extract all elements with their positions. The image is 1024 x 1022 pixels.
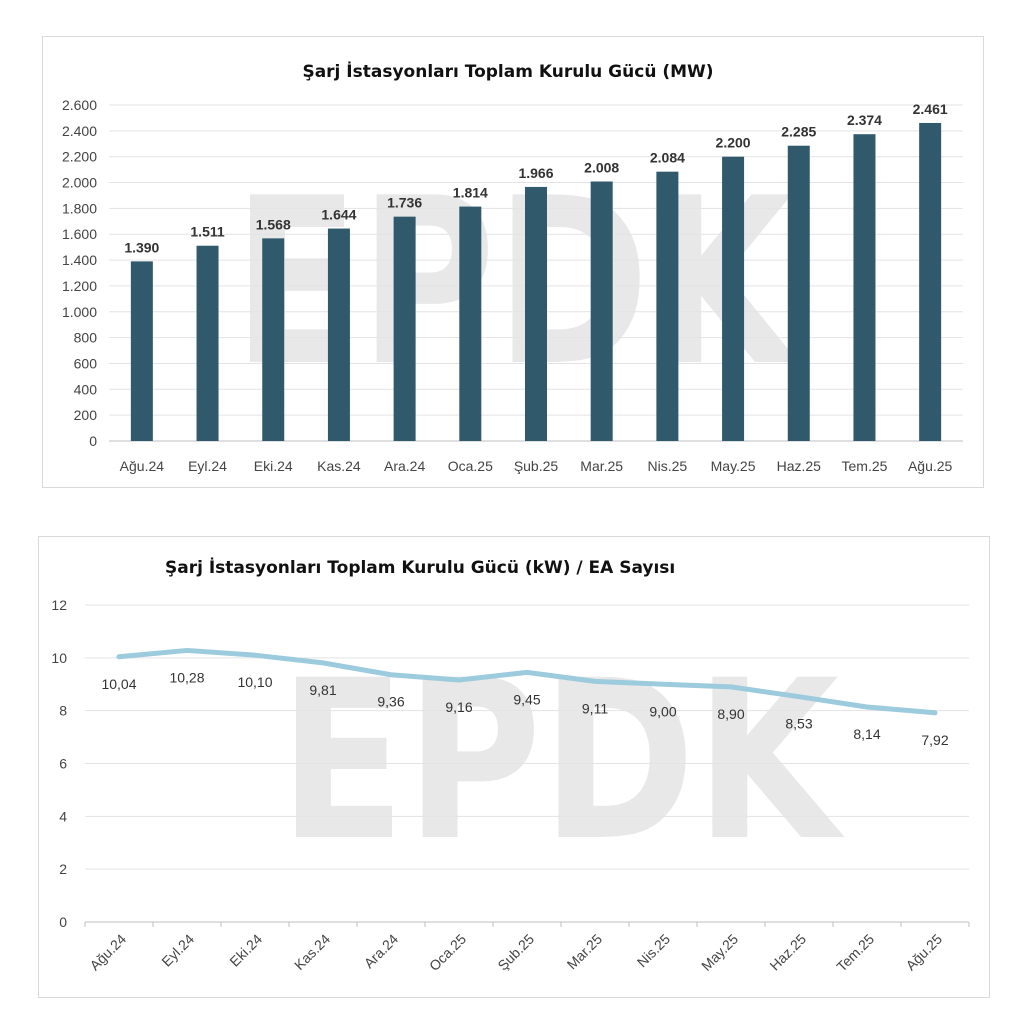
x-category-label: Nis.25 — [648, 458, 688, 474]
bar-chart: EPDK 1.390 1.511 1.568 1.644 1.736 1.814 1.966… — [62, 60, 963, 474]
y-tick-label: 0 — [89, 433, 97, 449]
x-category-label: Eki.24 — [226, 931, 265, 970]
y-tick-label: 600 — [74, 355, 98, 371]
bar — [393, 216, 416, 441]
x-category-label: Tem.25 — [842, 458, 888, 474]
x-category-label: Ağu.25 — [902, 931, 945, 974]
bar — [919, 122, 942, 441]
data-label: 1.568 — [256, 216, 291, 232]
data-label: 1.644 — [321, 207, 356, 223]
data-label: 2.285 — [781, 124, 816, 140]
x-category-label: Şub.25 — [494, 931, 537, 974]
bar — [525, 186, 547, 441]
series-line — [116, 647, 938, 716]
line-chart: EPDK 10,04 10,28 10,10 9,819,36 9,16 9,459,11… — [51, 556, 970, 975]
y-tick-label: 0 — [59, 914, 67, 930]
bar — [459, 206, 482, 441]
x-category-label: May.25 — [698, 931, 741, 974]
y-tick-label: 2.600 — [62, 97, 97, 113]
bar — [590, 181, 613, 441]
x-category-label: Oca.25 — [426, 931, 469, 974]
data-label: 8,14 — [853, 726, 880, 742]
data-label: 9,36 — [377, 694, 404, 710]
data-label: 2.374 — [847, 112, 882, 128]
data-label: 2.461 — [913, 101, 948, 117]
y-tick-label: 800 — [74, 330, 98, 346]
y-tick-label: 400 — [74, 381, 98, 397]
data-label: 2.008 — [584, 160, 619, 176]
x-category-label: Ara.24 — [384, 458, 425, 474]
data-label: 1.511 — [190, 224, 224, 240]
y-tick-label: 2.200 — [62, 149, 97, 165]
x-category-label: Mar.25 — [564, 931, 606, 973]
data-label: 10,10 — [237, 674, 272, 690]
y-tick-label: 8 — [59, 703, 67, 719]
data-label: 9,16 — [445, 699, 472, 715]
bar — [656, 171, 679, 441]
y-tick-label: 12 — [51, 597, 67, 613]
bar — [130, 261, 153, 441]
x-category-label: Haz.25 — [777, 458, 822, 474]
y-tick-label: 4 — [59, 808, 67, 824]
data-label: 10,04 — [101, 676, 136, 692]
bar — [853, 134, 876, 441]
y-tick-label: 2.000 — [62, 175, 97, 191]
bar — [327, 228, 350, 441]
bar-chart-title: Şarj İstasyonları Toplam Kurulu Gücü (MW… — [302, 60, 713, 82]
x-category-label: Nis.25 — [634, 931, 674, 971]
x-category-label: Kas.24 — [317, 458, 361, 474]
x-category-label: Eyl.24 — [188, 458, 227, 474]
y-tick-label: 2.400 — [62, 123, 97, 139]
bar — [787, 145, 810, 441]
x-category-label: May.25 — [711, 458, 756, 474]
data-label: 1.390 — [124, 239, 159, 255]
data-label: 9,81 — [309, 682, 336, 698]
bar — [262, 238, 285, 441]
x-category-label: Mar.25 — [580, 458, 623, 474]
x-category-label: Ağu.24 — [120, 458, 165, 474]
line-chart-title: Şarj İstasyonları Toplam Kurulu Gücü (kW… — [165, 556, 675, 578]
y-tick-label: 200 — [74, 407, 98, 423]
x-category-label: Ağu.25 — [908, 458, 953, 474]
x-category-label: Ara.24 — [361, 931, 402, 972]
y-tick-label: 1.600 — [62, 226, 97, 242]
data-label: 2.200 — [716, 135, 751, 151]
data-label: 9,45 — [513, 691, 540, 707]
y-tick-label: 1.000 — [62, 304, 97, 320]
watermark-text: EPDK — [233, 150, 799, 417]
data-label: 1.814 — [453, 185, 488, 201]
data-label: 2.084 — [650, 150, 685, 166]
x-category-label: Kas.24 — [291, 931, 333, 973]
bar — [722, 156, 745, 441]
y-tick-label: 1.800 — [62, 200, 97, 216]
data-label: 10,28 — [169, 669, 204, 685]
y-tick-label: 6 — [59, 756, 67, 772]
data-label: 9,00 — [649, 703, 676, 719]
bar — [196, 245, 219, 441]
data-label: 8,90 — [717, 706, 744, 722]
x-category-label: Tem.25 — [833, 931, 877, 975]
x-category-label: Eki.24 — [254, 458, 293, 474]
y-tick-label: 1.400 — [62, 252, 97, 268]
y-tick-label: 10 — [51, 650, 67, 666]
bar-chart-panel: EPDK 1.390 1.511 1.568 1.644 1.736 1.814 1.966… — [42, 36, 984, 488]
x-category-label: Eyl.24 — [158, 931, 197, 970]
x-category-label: Haz.25 — [766, 931, 809, 974]
line-chart-panel: EPDK 10,04 10,28 10,10 9,81 9,36 9,16 9,45 9,11… — [38, 536, 990, 998]
data-label: 9,11 — [582, 700, 608, 716]
data-label: 1.736 — [387, 195, 422, 211]
data-label: 7,92 — [921, 732, 948, 748]
x-category-label: Oca.25 — [448, 458, 493, 474]
y-tick-label: 2 — [59, 861, 67, 877]
data-label: 8,53 — [785, 716, 812, 732]
x-category-label: Şub.25 — [514, 458, 559, 474]
data-label: 1.966 — [518, 165, 553, 181]
x-category-label: Ağu.24 — [86, 931, 129, 974]
y-tick-label: 1.200 — [62, 278, 97, 294]
